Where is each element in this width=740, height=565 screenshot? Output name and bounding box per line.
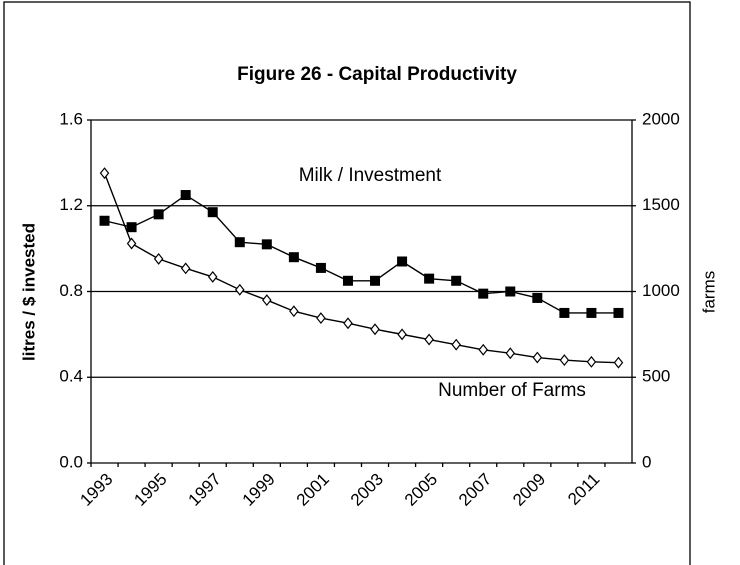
point-marker: [180, 262, 191, 275]
x-tick-label: 2007: [455, 470, 495, 510]
x-tick-label: 1997: [185, 470, 225, 510]
point-marker: [559, 354, 570, 367]
x-tick-label: 1993: [76, 470, 116, 510]
x-tick-label: 1995: [130, 470, 170, 510]
point-marker: [478, 288, 489, 299]
point-marker: [397, 328, 407, 341]
x-tick-label: 2009: [509, 470, 549, 510]
chart-frame: [3, 1, 691, 565]
point-marker: [99, 215, 110, 226]
point-marker: [180, 190, 191, 201]
point-marker: [505, 286, 516, 297]
y-tick-label: 1.6: [59, 109, 83, 128]
point-marker: [315, 262, 326, 273]
chart-title: Figure 26 - Capital Productivity: [237, 64, 517, 85]
x-tick-label: 1999: [239, 470, 279, 510]
point-marker: [478, 343, 488, 356]
point-marker: [505, 347, 516, 360]
point-marker: [99, 167, 110, 180]
point-marker: [532, 351, 543, 364]
y-tick-label: 1.2: [59, 195, 83, 214]
point-marker: [207, 207, 218, 218]
point-marker: [424, 333, 434, 346]
y2-tick-label: 1000: [642, 281, 680, 300]
y2-tick-label: 0: [642, 452, 651, 471]
point-marker: [262, 294, 272, 307]
point-marker: [559, 307, 570, 318]
point-marker: [235, 283, 245, 296]
y-tick-label: 0.8: [59, 281, 83, 300]
point-marker: [288, 252, 299, 263]
x-tick-label: 2003: [347, 470, 387, 510]
point-marker: [613, 307, 624, 318]
annotation: Number of Farms: [438, 380, 586, 401]
point-marker: [234, 237, 245, 248]
annotation: Milk / Investment: [299, 165, 442, 186]
point-marker: [126, 222, 137, 233]
series-line: [103, 172, 619, 364]
y-tick-label: 0.4: [59, 367, 83, 386]
point-marker: [289, 305, 299, 318]
point-marker: [343, 317, 353, 330]
point-marker: [424, 273, 435, 284]
point-marker: [586, 355, 597, 368]
point-marker: [397, 256, 408, 267]
point-marker: [342, 275, 353, 286]
point-marker: [207, 270, 218, 283]
y2-tick-label: 500: [642, 367, 670, 386]
y-axis-label: litres / $ invested: [19, 223, 38, 361]
point-marker: [370, 275, 381, 286]
point-marker: [153, 209, 164, 220]
point-marker: [451, 275, 462, 286]
y2-tick-label: 2000: [642, 109, 680, 128]
y2-tick-label: 1500: [642, 195, 680, 214]
point-marker: [153, 252, 164, 265]
point-marker: [532, 292, 543, 303]
point-marker: [613, 356, 624, 369]
point-marker: [316, 312, 326, 325]
point-marker: [370, 323, 380, 336]
point-marker: [451, 338, 461, 351]
x-tick-label: 2001: [293, 470, 333, 510]
point-marker: [126, 237, 137, 250]
y-tick-label: 0.0: [59, 452, 83, 471]
x-tick-label: 2011: [564, 470, 603, 509]
point-marker: [586, 307, 597, 318]
point-marker: [261, 239, 272, 250]
x-tick-label: 2005: [401, 470, 441, 510]
y2-axis-label: farms: [699, 271, 718, 314]
